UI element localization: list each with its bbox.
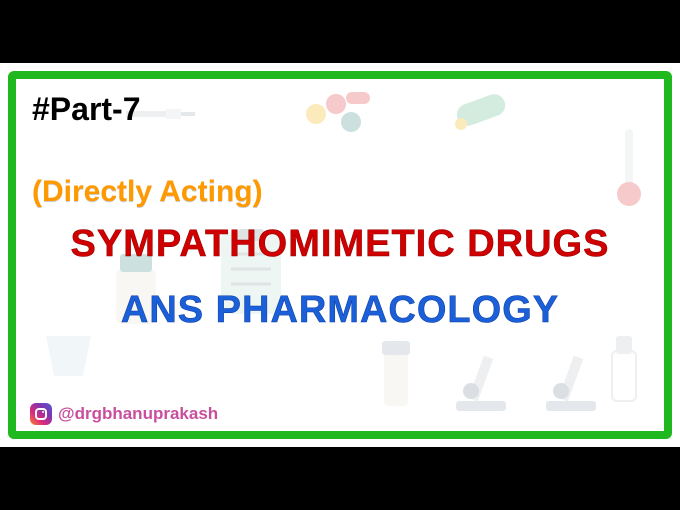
part-label: #Part-7 [32,91,141,128]
instagram-icon [30,403,52,425]
letterbox-bottom [0,447,680,510]
content-area: #Part-7 (Directly Acting) SYMPATHOMIMETI… [0,63,680,447]
main-title: SYMPATHOMIMETIC DRUGS [0,223,680,266]
letterbox-top [0,0,680,63]
social-handle: @drgbhanuprakash [30,403,218,425]
secondary-title: ANS PHARMACOLOGY [0,289,680,332]
subtitle: (Directly Acting) [32,175,263,209]
handle-text: @drgbhanuprakash [58,404,218,424]
